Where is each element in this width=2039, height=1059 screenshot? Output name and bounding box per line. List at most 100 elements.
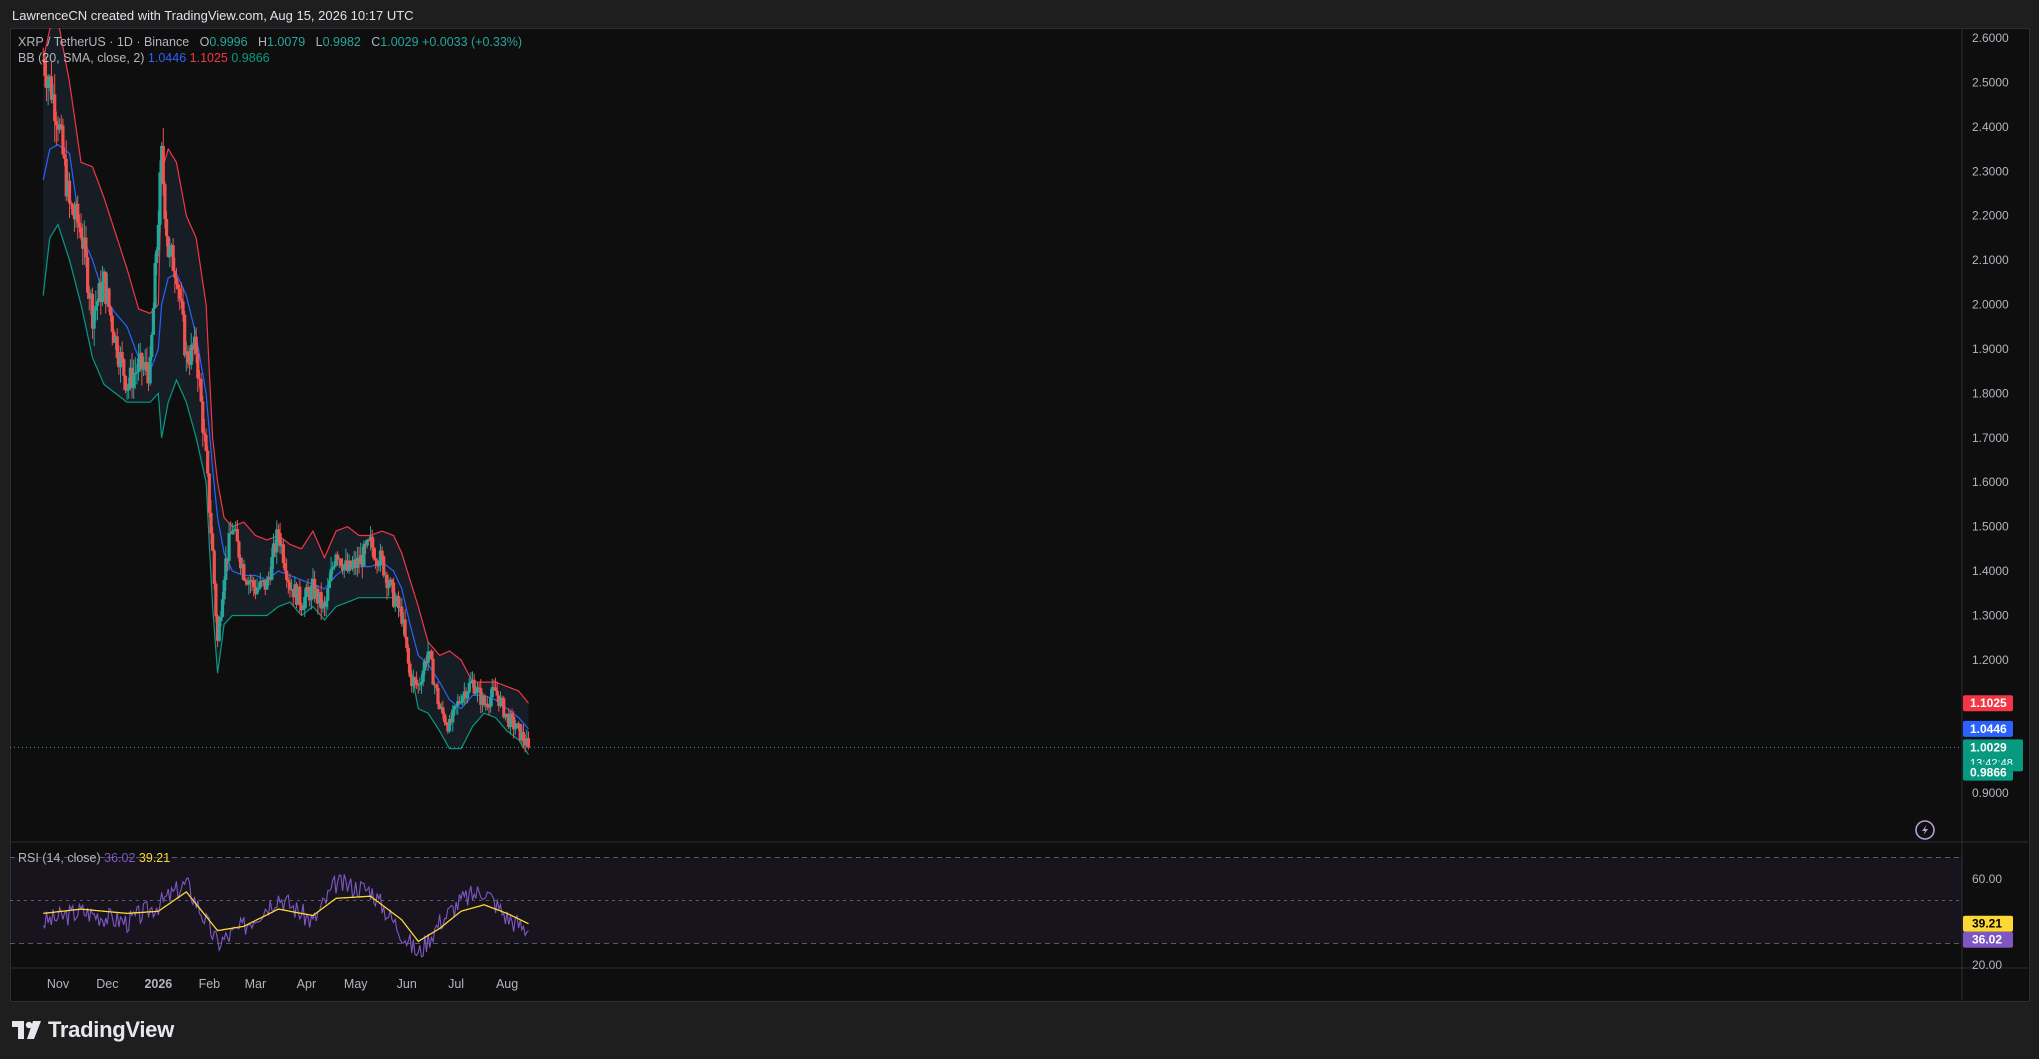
price-tick-label: 1.6000 [1972, 475, 2009, 489]
candle-body [332, 565, 336, 568]
candle-body [255, 589, 259, 595]
candle [227, 522, 231, 571]
candle [61, 118, 65, 158]
alert-icon[interactable] [1915, 820, 1935, 840]
candle [268, 567, 272, 586]
bb-upper-line [42, 28, 529, 704]
candle-body [424, 660, 429, 664]
candle [117, 345, 121, 375]
candle-body [350, 564, 355, 569]
candle [405, 636, 409, 652]
candle-body [441, 707, 445, 714]
candle [278, 522, 282, 554]
candle-body [469, 681, 473, 684]
bb-legend[interactable]: BB (20, SMA, close, 2) 1.0446 1.1025 0.9… [18, 51, 270, 65]
rsi-line [42, 874, 529, 958]
candle-body [155, 250, 159, 264]
candle-body [250, 580, 254, 583]
candle [125, 389, 129, 400]
candle-body [355, 557, 359, 568]
candle-body [168, 246, 172, 257]
candle-body [454, 705, 458, 707]
last-price-text: 1.0029 [1970, 740, 2007, 754]
candle [245, 577, 249, 586]
candle [490, 678, 494, 706]
candle-body [174, 277, 179, 285]
candle [178, 284, 182, 310]
candle-body [153, 263, 157, 309]
candle [71, 202, 75, 216]
candle [132, 359, 136, 399]
close-value: 1.0029 [380, 35, 419, 49]
candle-body [44, 75, 49, 88]
candle [321, 600, 325, 613]
candle [484, 695, 488, 711]
candle-body [84, 237, 88, 258]
candle-body [112, 331, 116, 343]
rsi-label[interactable]: RSI (14, close) [18, 851, 101, 865]
candle [104, 271, 108, 314]
candle-body [316, 588, 320, 604]
candle [51, 83, 55, 104]
candle [508, 710, 512, 734]
candle [232, 525, 236, 535]
candle-body [163, 184, 167, 220]
candle-body [41, 60, 45, 62]
candle-body [429, 651, 434, 659]
candle [206, 445, 210, 478]
candle-body [181, 301, 185, 315]
candle [520, 725, 524, 747]
candle [219, 611, 223, 627]
candle-body [227, 533, 231, 561]
candle [265, 575, 269, 590]
candle-body [192, 336, 197, 350]
candle [342, 563, 346, 579]
candle-body [461, 696, 465, 703]
candle [421, 661, 425, 687]
bb-label[interactable]: BB (20, SMA, close, 2) [18, 51, 145, 65]
rsi-ma-value: 39.21 [138, 851, 171, 865]
candle [156, 210, 160, 257]
candle-body [477, 687, 481, 689]
candle [153, 253, 157, 309]
candle-body [293, 584, 297, 598]
chart-frame[interactable] [10, 28, 2030, 1002]
candle [426, 641, 430, 671]
candle [189, 333, 193, 370]
candle [456, 694, 460, 715]
candle [470, 671, 475, 688]
candle-body [120, 352, 124, 360]
candle [163, 181, 167, 229]
candle [340, 558, 345, 575]
candle-body [296, 586, 300, 605]
candle-body [238, 557, 243, 569]
candle-body [484, 703, 488, 706]
candle-body [431, 658, 435, 685]
candle-body [220, 599, 225, 617]
candle [515, 723, 519, 729]
candle-body [202, 432, 207, 435]
candle-body [490, 687, 494, 698]
candle [222, 576, 226, 605]
candle [521, 724, 526, 749]
candle-body [56, 125, 60, 130]
candle [112, 329, 116, 343]
candle-body [327, 580, 332, 588]
candle [526, 731, 531, 750]
candle [238, 554, 243, 575]
bb-upper-value: 1.1025 [189, 51, 228, 65]
candle [370, 529, 374, 557]
rsi-legend[interactable]: RSI (14, close) 36.02 39.21 [18, 851, 170, 865]
candle [413, 676, 417, 689]
candle [184, 341, 188, 372]
symbol-legend[interactable]: XRP / TetherUS · 1D · Binance O0.9996 H1… [18, 35, 522, 49]
candle [82, 220, 86, 265]
candle-body [520, 732, 524, 741]
symbol-title[interactable]: XRP / TetherUS · 1D · Binance [18, 35, 190, 49]
candle-body [235, 528, 239, 542]
tradingview-logo[interactable]: TradingView [12, 1017, 174, 1043]
candle-body [349, 560, 353, 569]
candle-body [406, 647, 410, 664]
candle-body [271, 543, 276, 558]
